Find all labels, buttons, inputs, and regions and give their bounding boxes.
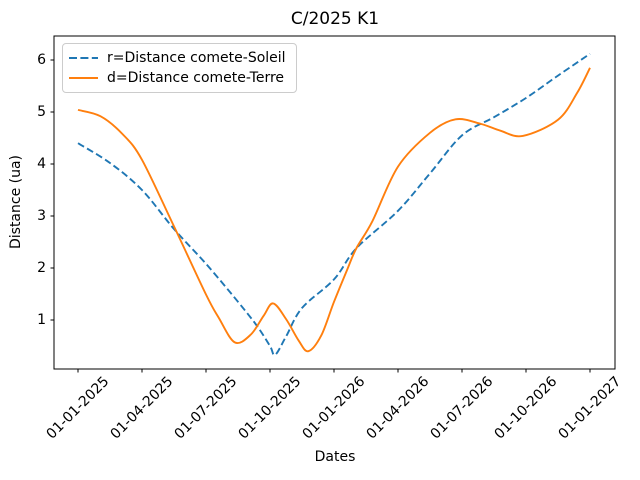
y-tick-label: 3 — [37, 208, 46, 224]
legend-item-d: d=Distance comete-Terre — [69, 68, 286, 88]
x-axis-label: Dates — [314, 449, 356, 465]
series-line-comet-earth — [77, 67, 591, 353]
y-tick-label: 2 — [37, 260, 46, 276]
y-tick-label: 5 — [37, 104, 46, 120]
legend-label-d: d=Distance comete-Terre — [107, 70, 285, 86]
legend-line-sample-solid-icon — [69, 77, 98, 79]
tick-marks — [50, 59, 591, 373]
legend: r=Distance comete-Soleil d=Distance come… — [62, 43, 297, 93]
y-tick-label: 1 — [37, 312, 46, 328]
chart-title: C/2025 K1 — [290, 9, 380, 29]
axes-spines — [53, 35, 616, 370]
legend-label-r: r=Distance comete-Soleil — [107, 50, 286, 66]
legend-item-r: r=Distance comete-Soleil — [69, 48, 286, 68]
y-tick-label: 6 — [37, 52, 46, 68]
series-line-comet-sun — [77, 53, 591, 357]
y-tick-label: 4 — [37, 156, 46, 172]
legend-line-sample-dashed-icon — [69, 57, 98, 59]
